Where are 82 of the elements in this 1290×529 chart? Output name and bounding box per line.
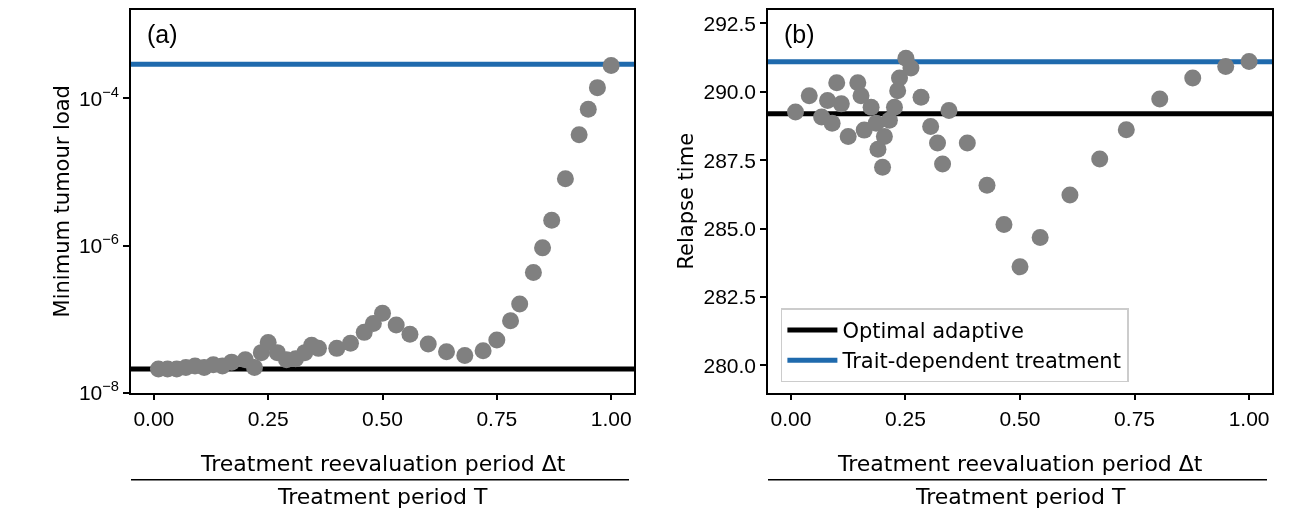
legend-label: Trait-dependent treatment [841,349,1121,374]
point [862,98,880,116]
point [929,134,947,152]
point [902,59,920,77]
point [328,339,346,357]
y-tick-label: 10$^{−6}$ [78,231,120,257]
point [852,87,870,105]
y-tick-label: 290.0 [703,80,757,104]
point [787,103,804,121]
point [1011,258,1029,276]
y-tick-label: 287.5 [703,148,757,172]
point [832,95,850,113]
point [934,155,952,173]
x-tick-label: 0.00 [133,406,175,430]
point [556,170,574,188]
x-tick-label: 0.00 [770,406,812,430]
y-tick-label: 280.0 [703,353,757,377]
point [874,158,892,176]
point [1184,69,1202,87]
point [1217,57,1235,75]
x-tick-label: 0.75 [1114,406,1155,430]
y-tick-label: 282.5 [703,285,757,309]
point [524,263,542,281]
point [588,79,606,97]
point [880,111,898,129]
point [438,343,456,361]
point [488,331,506,349]
y-tick-label: 10$^{−8}$ [78,378,120,405]
point [828,74,846,92]
y-axis-title: Minimum tumour load [49,85,74,318]
point [1061,186,1079,204]
point [875,127,893,145]
point [502,312,520,330]
point [419,335,437,353]
point [602,56,620,74]
x-tick-label: 1.00 [1228,406,1270,430]
y-tick-label: 285.0 [703,216,757,240]
y-tick-label: 292.5 [703,11,757,35]
point [570,126,588,144]
point [819,92,837,110]
point [912,88,930,106]
point [364,315,382,333]
point [511,295,529,313]
point [885,98,903,116]
point [940,101,958,119]
point [978,176,996,194]
point [1091,150,1109,168]
x-axis-title: Treatment reevaluation period Δt Treatment period T [837,451,1203,509]
x-tick-label: 1.00 [590,406,632,430]
chart-title: (a) [147,20,178,48]
point [1031,229,1049,247]
point [869,140,887,158]
point [1117,121,1135,139]
point [387,316,405,334]
legend-label: Optimal adaptive [842,319,1024,344]
point [245,358,263,376]
x-tick-label: 0.25 [885,406,926,430]
x-tick-label: 0.75 [476,406,518,430]
point [1151,90,1169,108]
point [534,239,552,257]
point [995,215,1013,233]
point [891,69,908,87]
x-tick-label: 0.25 [247,406,289,430]
x-axis-title: Treatment reevaluation period Δt Treatment period T [200,451,566,509]
point [958,134,976,152]
point [543,211,561,229]
x-tick-label: 0.50 [999,406,1041,430]
point [474,342,492,360]
point [374,304,391,322]
point [922,118,940,136]
point [456,347,474,364]
point [1240,52,1258,70]
x-tick-label: 0.50 [362,406,403,430]
point [839,127,857,145]
point [579,100,597,118]
y-axis-title: Relapse time [674,132,699,270]
chart-title: (b) [784,20,815,48]
point [800,87,818,105]
point [401,325,419,343]
point [342,334,359,352]
point [823,114,841,132]
y-tick-label: 10$^{−4}$ [78,83,120,110]
